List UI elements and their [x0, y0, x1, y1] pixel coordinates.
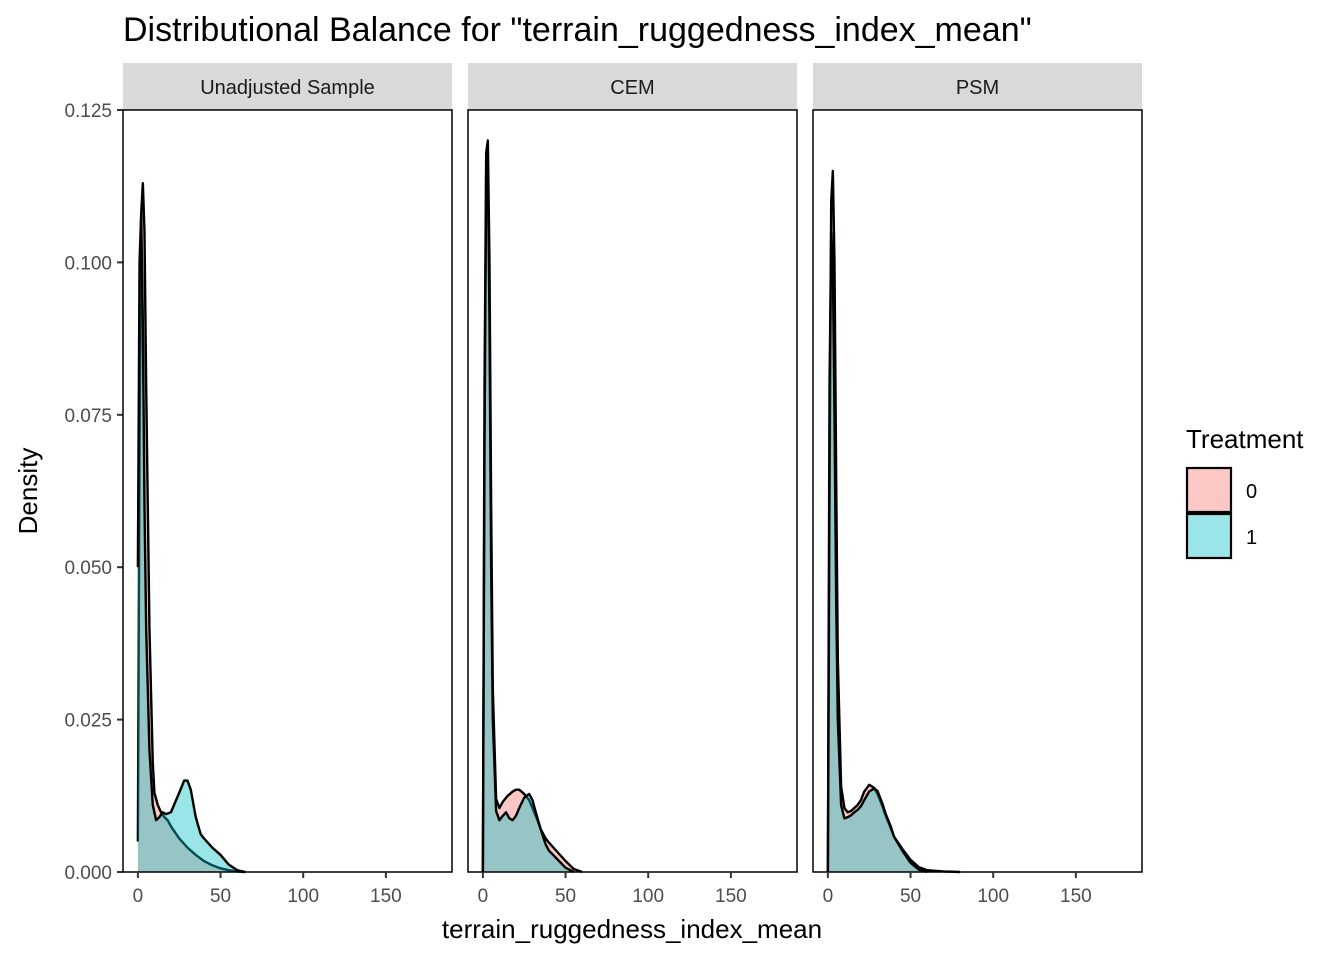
y-tick-label: 0.100 — [64, 253, 112, 274]
x-tick-label: 150 — [370, 886, 402, 907]
panel-border — [467, 109, 798, 873]
x-tick-label: 50 — [555, 886, 576, 907]
x-tick-label: 150 — [715, 886, 747, 907]
facet-strip — [813, 63, 1142, 110]
y-axis: 0.000 0.025 0.050 0.075 0.100 0.125 — [64, 101, 123, 884]
panel-background — [468, 110, 797, 872]
chart-title: Distributional Balance for "terrain_rugg… — [123, 11, 1032, 49]
density-area-0 — [137, 183, 246, 872]
legend-key-label: 0 — [1246, 481, 1257, 503]
facet-strip — [468, 63, 797, 110]
y-axis-label: Density — [13, 448, 43, 535]
panel-border — [122, 109, 453, 873]
legend: Treatment 01 — [1185, 424, 1304, 560]
x-tick-label: 0 — [133, 886, 144, 907]
y-tick-label: 0.025 — [64, 711, 112, 732]
density-area-1 — [137, 213, 246, 872]
facet-strip — [123, 63, 452, 110]
y-tick-label: 0.125 — [64, 101, 112, 122]
x-tick-label: 100 — [977, 886, 1009, 907]
facet-panel: Unadjusted Sample 0 50 100 150 — [122, 63, 453, 907]
density-line-1 — [481, 157, 575, 874]
x-tick-label: 100 — [632, 886, 664, 907]
density-line-0 — [136, 181, 246, 874]
legend-key-label: 1 — [1246, 527, 1257, 549]
facet-strip-label: CEM — [610, 77, 654, 99]
density-line-1 — [826, 230, 928, 874]
density-line-1 — [136, 212, 246, 874]
facet-panel: PSM 0 50 100 150 — [812, 63, 1143, 907]
density-area-1 — [482, 158, 574, 872]
legend-key-bg — [1187, 514, 1231, 558]
x-tick-label: 0 — [478, 886, 489, 907]
panel-border — [812, 109, 1143, 873]
facet-panel: CEM 0 50 100 150 — [467, 63, 798, 907]
legend-key-swatch — [1185, 512, 1233, 560]
x-tick-label: 50 — [210, 886, 231, 907]
x-tick-label: 50 — [900, 886, 921, 907]
legend-key-bg — [1187, 468, 1231, 512]
density-area-0 — [482, 140, 583, 873]
x-tick-label: 100 — [287, 886, 319, 907]
legend-title: Treatment — [1186, 424, 1304, 454]
panel-background — [123, 110, 452, 872]
facet-strip-label: PSM — [956, 77, 999, 99]
y-tick-label: 0.050 — [64, 558, 112, 579]
y-tick-label: 0.075 — [64, 406, 112, 427]
density-area-1 — [827, 231, 928, 873]
facet-strip-label: Unadjusted Sample — [200, 77, 375, 99]
panel-background — [813, 110, 1142, 872]
density-line-0 — [826, 169, 961, 874]
x-tick-label: 0 — [823, 886, 834, 907]
x-tick-label: 150 — [1060, 886, 1092, 907]
x-axis-label: terrain_ruggedness_index_mean — [442, 914, 822, 944]
legend-keys: 01 — [1185, 466, 1257, 560]
legend-key-swatch — [1185, 466, 1233, 514]
y-tick-label: 0.000 — [64, 863, 112, 884]
